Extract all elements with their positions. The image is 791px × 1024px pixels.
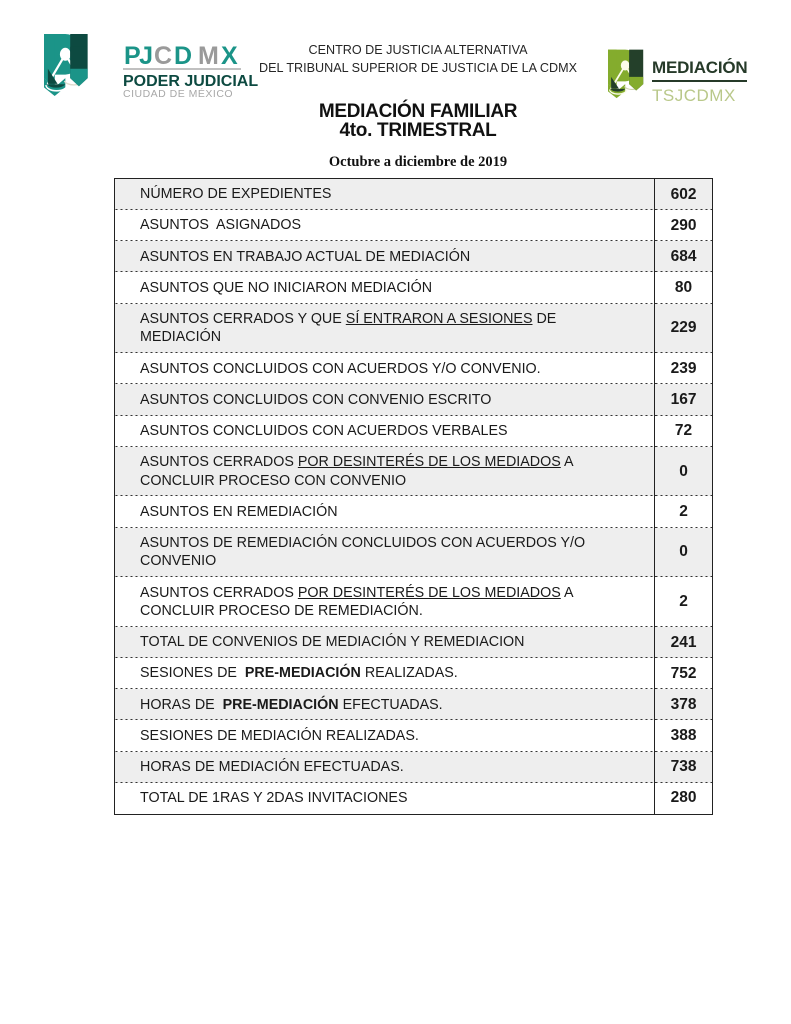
svg-text:PJ: PJ — [124, 42, 152, 70]
svg-text:C: C — [154, 42, 172, 70]
